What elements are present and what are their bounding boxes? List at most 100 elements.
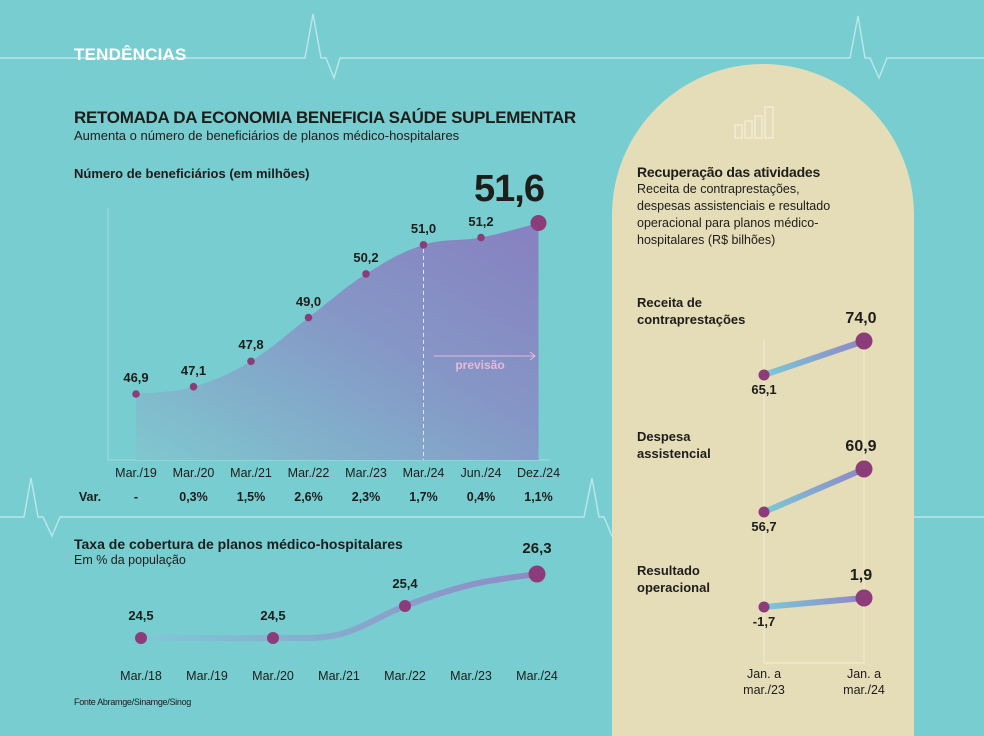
recuperacao-slope-line — [763, 338, 865, 378]
variation-value: 2,6% — [294, 490, 323, 504]
cobertura-chart-title: Taxa de cobertura de planos médico-hospi… — [74, 536, 403, 552]
recuperacao-subtitle: Receita de contraprestações, despesas as… — [637, 182, 831, 247]
beneficiarios-highlight-value: 51,6 — [474, 168, 545, 210]
cobertura-value-label: 24,5 — [128, 608, 154, 623]
beneficiarios-point — [362, 270, 370, 278]
beneficiarios-point — [530, 215, 547, 231]
cobertura-line — [138, 571, 540, 642]
beneficiarios-point — [189, 382, 198, 391]
beneficiarios-value-label: 47,8 — [238, 337, 264, 353]
x-tick-line: Jan. a — [846, 667, 882, 681]
beneficiarios-point — [132, 390, 140, 398]
variation-value: - — [133, 490, 139, 504]
recuperacao-x-tick: Jan. a mar./23 — [733, 666, 795, 698]
beneficiarios-value-label: 47,1 — [180, 362, 207, 378]
page-subtitle: Aumenta o número de beneficiários de pla… — [74, 128, 460, 143]
cobertura-x-tick: Mar./24 — [516, 669, 558, 683]
cobertura-value-label: 24,5 — [260, 608, 286, 623]
variation-value: 2,3% — [351, 490, 381, 504]
page-title: RETOMADA DA ECONOMIA BENEFICIA SAÚDE SUP… — [74, 108, 576, 127]
cobertura-point — [267, 632, 279, 644]
recuperacao-end-label: 60,9 — [845, 438, 877, 455]
cobertura-value-label: 26,3 — [522, 540, 552, 557]
variation-value: 0,4% — [466, 490, 496, 504]
beneficiarios-x-tick: Mar./21 — [230, 466, 272, 480]
forecast-arrow-head — [529, 351, 536, 361]
series-label-line: Receita de — [637, 295, 703, 310]
series-label-line: contraprestações — [637, 312, 746, 327]
recuperacao-x-tick: Jan. a mar./24 — [833, 666, 895, 698]
cobertura-x-tick: Mar./22 — [384, 669, 426, 683]
series-label-line: operacional — [637, 580, 710, 595]
beneficiarios-value-label: 46,9 — [123, 370, 149, 385]
recuperacao-end-label: 74,0 — [845, 310, 877, 327]
cobertura-x-tick: Mar./18 — [120, 669, 162, 683]
beneficiarios-x-tick: Dez./24 — [516, 466, 561, 480]
section-kicker: TENDÊNCIAS — [74, 45, 187, 64]
cobertura-chart-subtitle: Em % da população — [74, 553, 186, 567]
beneficiarios-chart-title: Número de beneficiários (em milhões) — [74, 166, 310, 181]
cobertura-x-tick: Mar./21 — [318, 669, 360, 683]
panel-arch — [612, 64, 914, 736]
beneficiarios-value-label: 49,0 — [295, 293, 322, 309]
beneficiarios-point — [477, 233, 485, 242]
beneficiarios-value-label: 51,2 — [468, 213, 494, 229]
recuperacao-slope-line — [762, 466, 866, 515]
cobertura-point — [399, 600, 411, 612]
cobertura-point — [135, 632, 147, 644]
ecg-line-middle — [0, 477, 984, 539]
recuperacao-series-label: Resultado operacional — [637, 562, 777, 596]
variation-row-label: Var. — [78, 490, 102, 504]
recuperacao-point-end — [855, 332, 873, 350]
beneficiarios-point — [247, 357, 255, 366]
cobertura-x-tick: Mar./20 — [252, 669, 294, 683]
beneficiarios-x-tick: Mar./23 — [345, 466, 387, 480]
beneficiarios-area — [136, 223, 539, 460]
x-tick-line: mar./23 — [743, 683, 785, 697]
recuperacao-end-label: 1,9 — [849, 567, 873, 584]
variation-value: 1,1% — [524, 490, 553, 504]
cobertura-x-tick: Mar./19 — [186, 669, 228, 683]
forecast-label: previsão — [455, 358, 505, 372]
beneficiarios-point — [304, 313, 313, 322]
recuperacao-start-label: 56,7 — [751, 519, 777, 534]
recuperacao-point-end — [855, 460, 873, 478]
x-tick-line: Jan. a — [746, 667, 782, 681]
recuperacao-start-label: 65,1 — [751, 382, 777, 397]
recuperacao-title: Recuperação das atividades — [637, 164, 821, 180]
recuperacao-point-start — [758, 601, 770, 613]
recuperacao-start-label: -1,7 — [752, 614, 776, 629]
variation-value: 1,7% — [409, 490, 438, 504]
beneficiarios-point — [419, 241, 428, 249]
recuperacao-point-start — [758, 506, 770, 518]
beneficiarios-x-tick: Mar./22 — [287, 466, 330, 480]
series-label-line: Despesa — [637, 429, 691, 444]
beneficiarios-value-label: 50,2 — [353, 249, 379, 265]
beneficiarios-x-tick: Mar./19 — [115, 466, 157, 480]
recuperacao-slope-line — [763, 595, 865, 610]
beneficiarios-value-label: 51,0 — [410, 220, 437, 236]
series-label-line: assistencial — [637, 446, 711, 461]
cobertura-x-tick: Mar./23 — [450, 669, 492, 683]
recuperacao-point-end — [855, 589, 873, 607]
variation-value: 1,5% — [236, 490, 266, 504]
beneficiarios-x-tick: Jun./24 — [460, 466, 502, 480]
beneficiarios-x-tick: Mar./24 — [402, 466, 445, 480]
beneficiarios-x-tick: Mar./20 — [172, 466, 215, 480]
source-note: Fonte Abramge/Sinamge/Sinog — [74, 697, 191, 707]
x-tick-line: mar./24 — [843, 683, 885, 697]
ecg-line-top — [0, 13, 984, 81]
variation-value: 0,3% — [179, 490, 208, 504]
recuperacao-series-label: Receita de contraprestações — [637, 294, 777, 328]
cobertura-point — [528, 565, 546, 583]
recuperacao-point-start — [758, 369, 770, 381]
series-label-line: Resultado — [637, 563, 700, 578]
cobertura-value-label: 25,4 — [392, 576, 418, 591]
recuperacao-series-label: Despesa assistencial — [637, 428, 777, 462]
bar-chart-icon — [734, 106, 774, 139]
